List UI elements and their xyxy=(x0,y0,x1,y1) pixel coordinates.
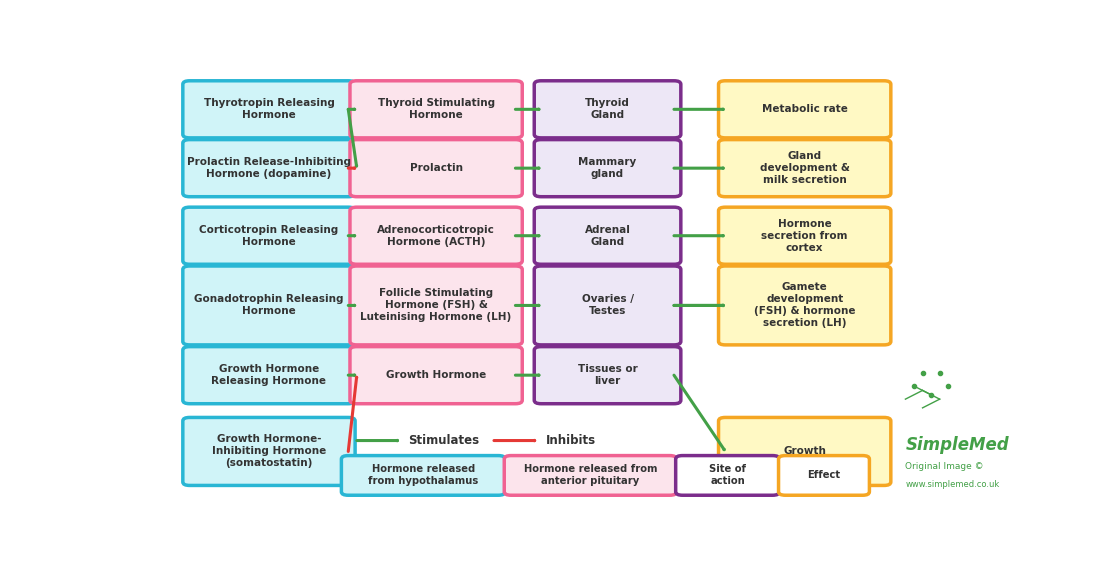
Text: Growth Hormone-
Inhibiting Hormone
(somatostatin): Growth Hormone- Inhibiting Hormone (soma… xyxy=(212,435,326,469)
FancyBboxPatch shape xyxy=(182,346,355,404)
Text: Growth Hormone
Releasing Hormone: Growth Hormone Releasing Hormone xyxy=(211,364,326,386)
Text: Ovaries /
Testes: Ovaries / Testes xyxy=(582,294,634,316)
FancyBboxPatch shape xyxy=(534,81,681,138)
Text: Tissues or
liver: Tissues or liver xyxy=(577,364,637,386)
FancyBboxPatch shape xyxy=(182,418,355,486)
FancyBboxPatch shape xyxy=(349,140,522,197)
Text: Hormone
secretion from
cortex: Hormone secretion from cortex xyxy=(761,218,848,252)
FancyBboxPatch shape xyxy=(534,140,681,197)
FancyBboxPatch shape xyxy=(676,456,780,495)
Text: Inhibits: Inhibits xyxy=(545,434,595,447)
Text: SimpleMed: SimpleMed xyxy=(906,436,1009,454)
Text: Original Image ©: Original Image © xyxy=(906,462,984,471)
Text: Growth: Growth xyxy=(783,447,826,456)
Text: Thyroid Stimulating
Hormone: Thyroid Stimulating Hormone xyxy=(377,98,494,121)
Text: Corticotropin Releasing
Hormone: Corticotropin Releasing Hormone xyxy=(199,225,338,247)
Text: Stimulates: Stimulates xyxy=(408,434,479,447)
FancyBboxPatch shape xyxy=(779,456,869,495)
FancyBboxPatch shape xyxy=(349,81,522,138)
FancyBboxPatch shape xyxy=(504,456,677,495)
FancyBboxPatch shape xyxy=(719,418,890,486)
Text: Hormone released from
anterior pituitary: Hormone released from anterior pituitary xyxy=(523,465,657,486)
FancyBboxPatch shape xyxy=(719,266,890,345)
FancyBboxPatch shape xyxy=(719,140,890,197)
FancyBboxPatch shape xyxy=(182,266,355,345)
Text: Hormone released
from hypothalamus: Hormone released from hypothalamus xyxy=(368,465,479,486)
Text: Metabolic rate: Metabolic rate xyxy=(762,104,847,114)
Text: Growth Hormone: Growth Hormone xyxy=(386,370,487,380)
FancyBboxPatch shape xyxy=(349,346,522,404)
Text: Effect: Effect xyxy=(807,470,841,481)
Text: Gamete
development
(FSH) & hormone
secretion (LH): Gamete development (FSH) & hormone secre… xyxy=(754,282,855,328)
Text: Prolactin Release-Inhibiting
Hormone (dopamine): Prolactin Release-Inhibiting Hormone (do… xyxy=(187,157,351,179)
Text: Mammary
gland: Mammary gland xyxy=(578,157,637,179)
FancyBboxPatch shape xyxy=(182,140,355,197)
FancyBboxPatch shape xyxy=(349,266,522,345)
FancyBboxPatch shape xyxy=(182,207,355,264)
FancyBboxPatch shape xyxy=(342,456,505,495)
Text: Gland
development &
milk secretion: Gland development & milk secretion xyxy=(760,151,849,185)
FancyBboxPatch shape xyxy=(534,346,681,404)
Text: Adrenal
Gland: Adrenal Gland xyxy=(585,225,630,247)
Text: Thyroid
Gland: Thyroid Gland xyxy=(585,98,630,121)
FancyBboxPatch shape xyxy=(719,207,890,264)
FancyBboxPatch shape xyxy=(534,207,681,264)
Text: www.simplemed.co.uk: www.simplemed.co.uk xyxy=(906,479,1000,488)
FancyBboxPatch shape xyxy=(182,81,355,138)
FancyBboxPatch shape xyxy=(534,266,681,345)
Text: Prolactin: Prolactin xyxy=(409,163,462,173)
Text: Site of
action: Site of action xyxy=(709,465,747,486)
Text: Gonadotrophin Releasing
Hormone: Gonadotrophin Releasing Hormone xyxy=(195,294,344,316)
Text: Adrenocorticotropic
Hormone (ACTH): Adrenocorticotropic Hormone (ACTH) xyxy=(377,225,495,247)
Text: Thyrotropin Releasing
Hormone: Thyrotropin Releasing Hormone xyxy=(204,98,334,121)
Text: Follicle Stimulating
Hormone (FSH) &
Luteinising Hormone (LH): Follicle Stimulating Hormone (FSH) & Lut… xyxy=(361,289,512,323)
FancyBboxPatch shape xyxy=(719,81,890,138)
FancyBboxPatch shape xyxy=(349,207,522,264)
